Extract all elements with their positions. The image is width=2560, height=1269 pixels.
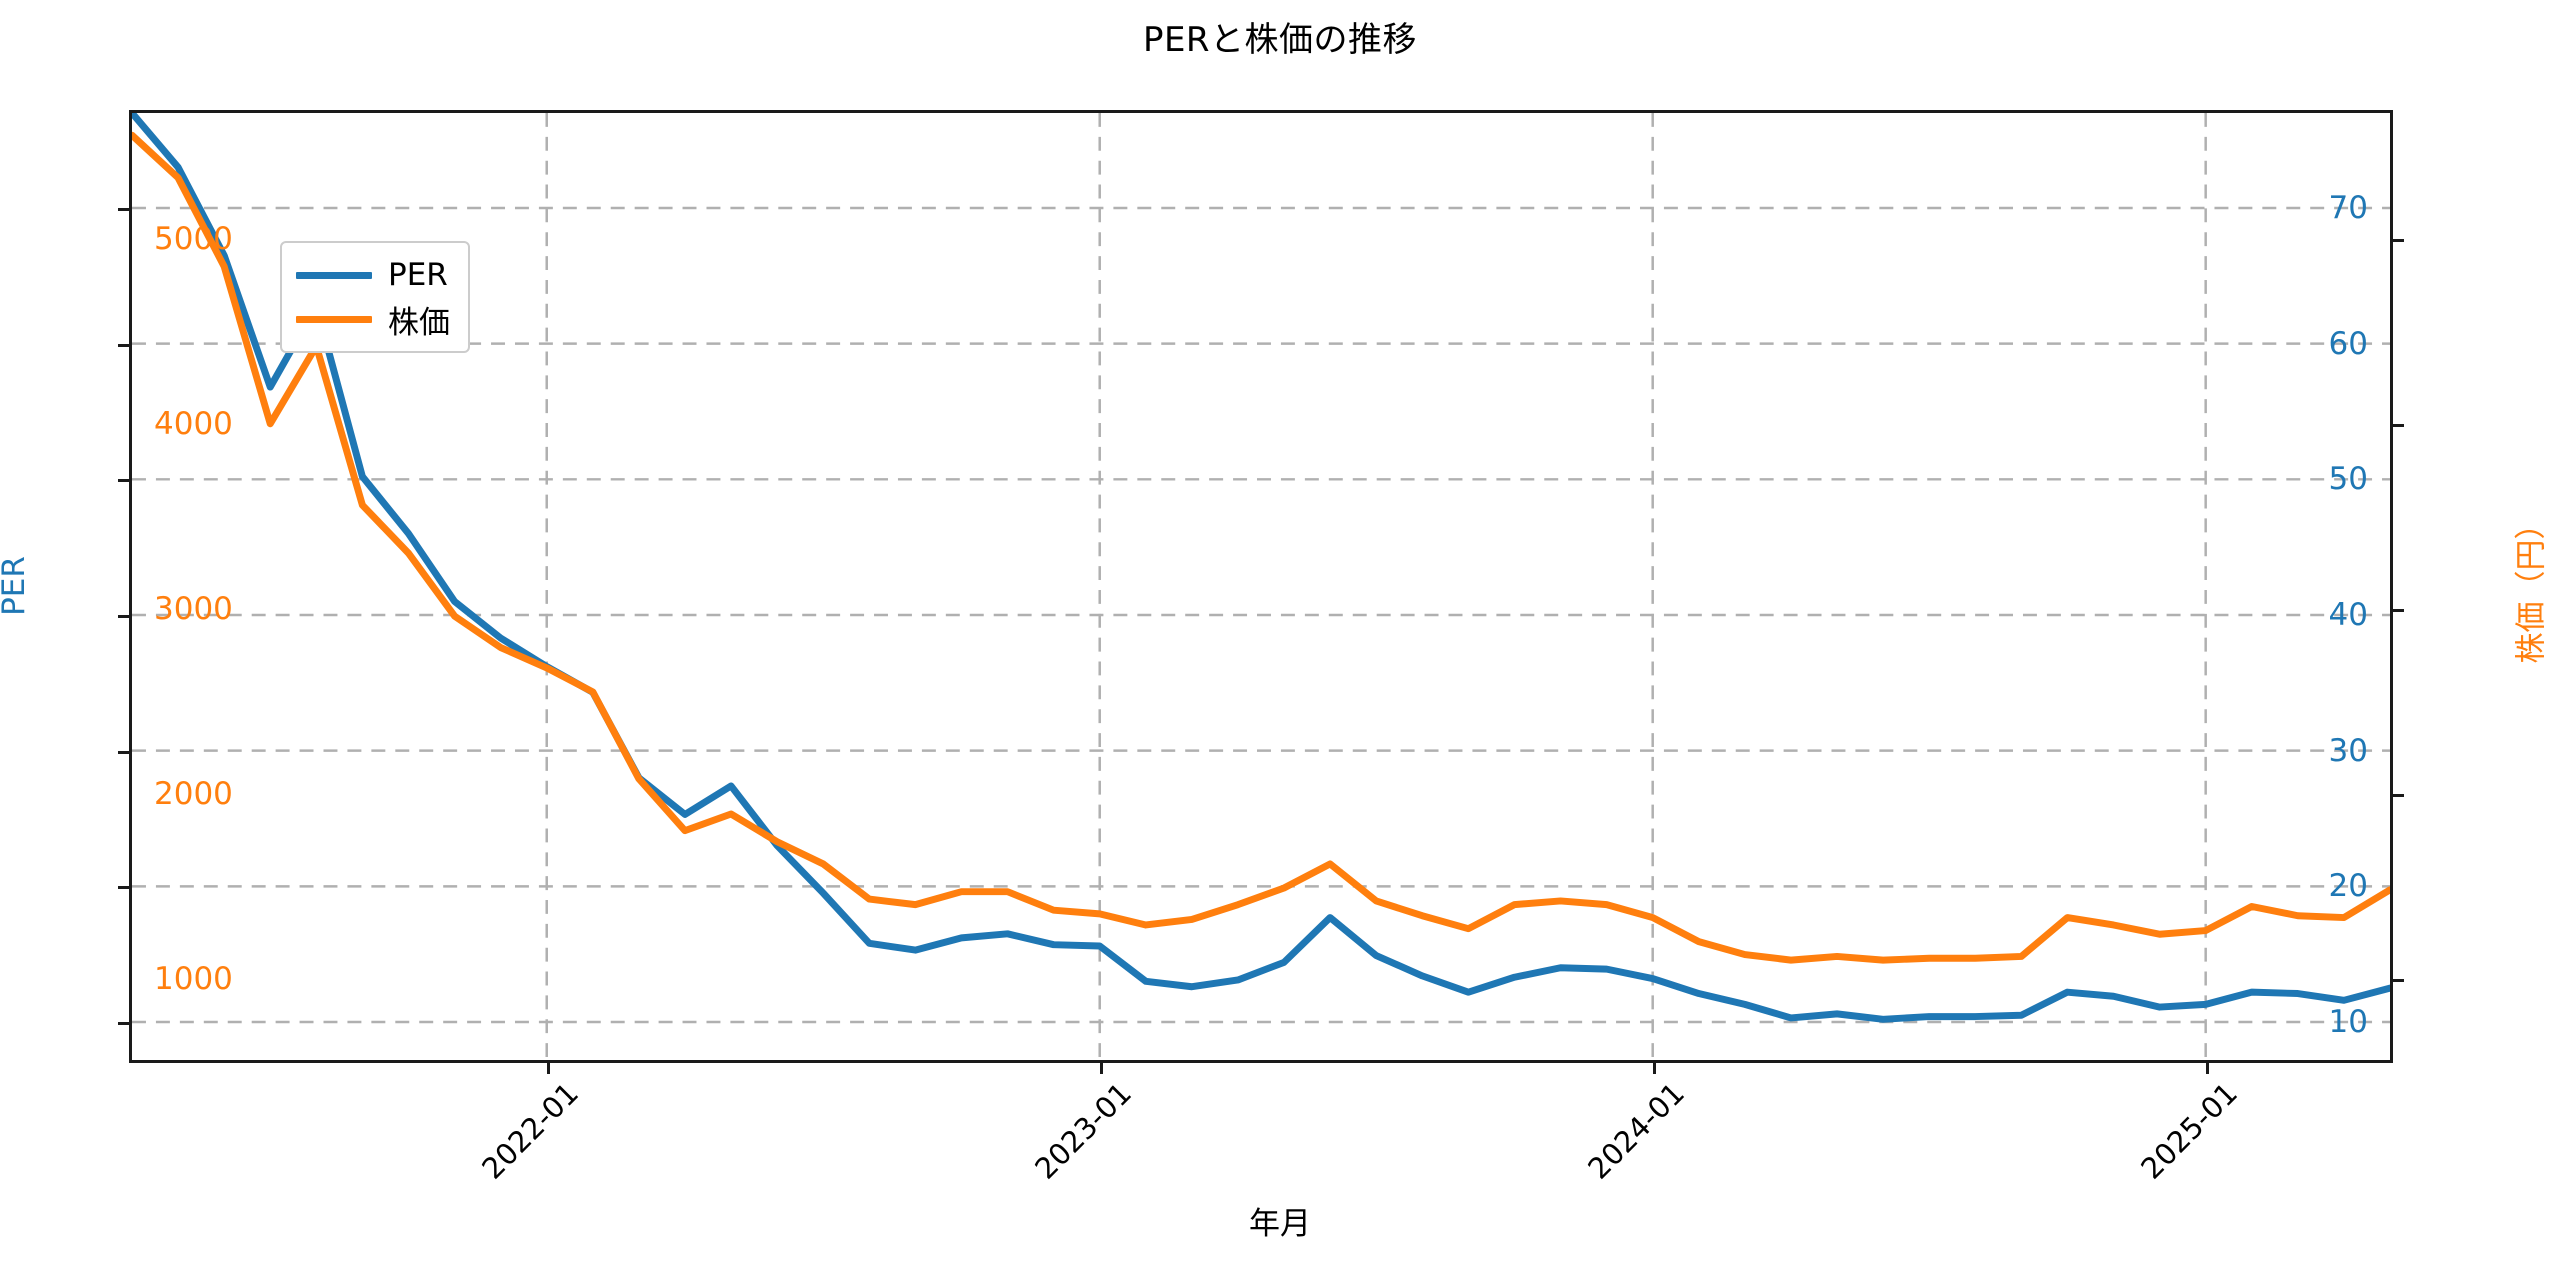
y-axis-right-tick bbox=[2390, 608, 2404, 612]
x-axis-tick-label: 2024-01 bbox=[1581, 1076, 1691, 1186]
x-axis-tick-label: 2022-01 bbox=[475, 1076, 585, 1186]
legend-label-per: PER bbox=[388, 257, 448, 293]
y-axis-right-tick bbox=[2390, 238, 2404, 242]
series-line-株価 bbox=[132, 131, 2390, 964]
y-axis-left-label: PER bbox=[0, 556, 32, 616]
chart-title: PERと株価の推移 bbox=[1142, 20, 1418, 60]
y-axis-right-tick bbox=[2390, 423, 2404, 427]
y-axis-right-tick-label: 4000 bbox=[154, 405, 233, 442]
legend-entry-per: PER bbox=[296, 253, 450, 297]
y-axis-left-tick-label: 60 bbox=[2328, 325, 2368, 362]
y-axis-left-tick bbox=[118, 343, 132, 347]
y-axis-right-tick-label: 2000 bbox=[154, 775, 233, 812]
y-axis-left-tick bbox=[118, 614, 132, 618]
x-axis-tick bbox=[2205, 1060, 2209, 1074]
y-axis-left-tick-label: 50 bbox=[2328, 461, 2368, 498]
legend-label-kabuka: 株価 bbox=[388, 304, 450, 341]
x-axis-tick bbox=[546, 1060, 550, 1074]
y-axis-left-tick bbox=[118, 886, 132, 890]
y-axis-left-tick-label: 20 bbox=[2328, 868, 2368, 905]
plot-area: PER 株価 10 20 30 40 50 60 70 1000 2000 3000 4000 500… bbox=[118, 110, 2404, 1186]
chart-legend: PER 株価 bbox=[280, 241, 470, 353]
y-axis-right-tick-label: 5000 bbox=[154, 220, 233, 257]
legend-swatch-kabuka bbox=[296, 315, 372, 323]
y-axis-right-tick-label: 3000 bbox=[154, 590, 233, 627]
y-axis-right-tick bbox=[2390, 978, 2404, 982]
y-axis-right-label: 株価（円） bbox=[2513, 508, 2550, 664]
x-axis-tick-label: 2025-01 bbox=[2133, 1076, 2244, 1186]
series-line-PER bbox=[132, 113, 2390, 1023]
y-axis-left-tick bbox=[118, 750, 132, 754]
gridlines bbox=[132, 113, 2390, 1060]
y-axis-left-tick-label: 10 bbox=[2328, 1004, 2368, 1040]
legend-entry-kabuka: 株価 bbox=[296, 297, 450, 341]
x-axis-tick bbox=[1099, 1060, 1103, 1074]
series-lines bbox=[132, 113, 2390, 1023]
x-axis-label: 年月 bbox=[1249, 1206, 1311, 1242]
y-axis-left-tick bbox=[118, 207, 132, 211]
y-axis-left-tick-label: 30 bbox=[2328, 732, 2368, 769]
y-axis-right-tick bbox=[2390, 793, 2404, 797]
legend-swatch-per bbox=[296, 271, 372, 279]
y-axis-left-tick-label: 70 bbox=[2328, 189, 2368, 226]
x-axis-tick-label: 2023-01 bbox=[1028, 1076, 1138, 1186]
y-axis-left-tick-label: 40 bbox=[2328, 596, 2368, 633]
y-axis-left-tick bbox=[118, 479, 132, 483]
y-axis-left-tick bbox=[118, 1022, 132, 1025]
x-axis-tick bbox=[1652, 1060, 1656, 1074]
y-axis-right-tick-label: 1000 bbox=[154, 960, 233, 997]
